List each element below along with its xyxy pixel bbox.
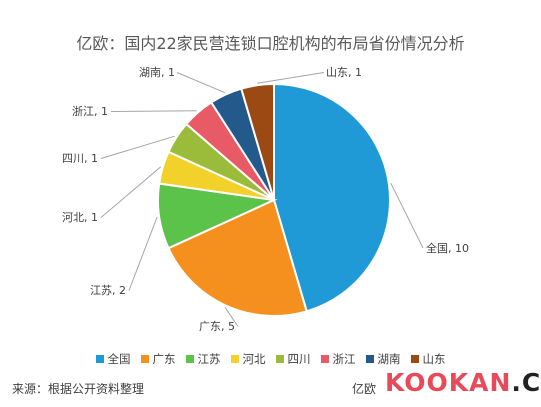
leader-line-7 <box>257 72 325 84</box>
chart-title: 亿欧：国内22家民营连锁口腔机构的布局省份情况分析 <box>76 34 465 53</box>
slice-label-6: 湖南, 1 <box>139 66 175 79</box>
slice-label-0: 全国, 10 <box>426 241 469 255</box>
legend-label: 河北 <box>242 352 266 366</box>
slice-label-5: 浙江, 1 <box>72 105 108 118</box>
watermark-main: KOOKAN <box>385 368 512 397</box>
legend-item-6: 湖南 <box>365 351 401 367</box>
legend-swatch <box>95 355 104 363</box>
legend-item-4: 四川 <box>275 351 311 367</box>
leader-line-6 <box>176 72 226 94</box>
legend-label: 浙江 <box>332 352 356 366</box>
legend-item-5: 浙江 <box>320 351 356 367</box>
watermark-suffix: .CN <box>511 368 541 397</box>
legend-item-7: 山东 <box>410 351 446 367</box>
legend-swatch <box>365 355 374 363</box>
legend-swatch <box>185 355 194 363</box>
pie-slice-7 <box>240 82 275 201</box>
legend-item-1: 广东 <box>140 351 176 367</box>
leader-line-1 <box>224 307 239 327</box>
pie-slice-1 <box>167 198 308 317</box>
leader-line-3 <box>100 166 162 218</box>
legend-swatch <box>410 355 419 363</box>
leader-line-4 <box>100 135 175 159</box>
legend-swatch <box>140 355 149 363</box>
slice-label-4: 四川, 1 <box>62 152 98 165</box>
legend-item-2: 江苏 <box>185 351 221 367</box>
leader-line-0 <box>390 182 424 249</box>
legend-item-0: 全国 <box>95 351 131 367</box>
chart-legend: 全国 广东 江苏 河北 四川 浙江 湖南 山东 <box>0 351 541 367</box>
legend-label: 湖南 <box>377 352 401 366</box>
slice-label-7: 山东, 1 <box>326 66 362 79</box>
legend-swatch <box>275 355 284 363</box>
source-note: 来源：根据公开资料整理 <box>12 382 145 396</box>
legend-label: 山东 <box>422 352 446 366</box>
pie-slice-0 <box>273 82 391 313</box>
leader-line-5 <box>110 110 197 112</box>
watermark-logo: KOOKAN.CN <box>385 368 541 397</box>
leader-line-2 <box>128 216 158 291</box>
legend-label: 江苏 <box>197 352 221 366</box>
legend-item-3: 河北 <box>230 351 266 367</box>
legend-label: 四川 <box>287 352 311 366</box>
brand-label: 亿欧 <box>352 382 377 396</box>
slice-label-3: 河北, 1 <box>62 211 98 224</box>
slice-label-2: 江苏, 2 <box>90 284 126 297</box>
legend-swatch <box>230 355 239 363</box>
slice-label-1: 广东, 5 <box>199 320 235 333</box>
legend-label: 全国 <box>107 352 131 366</box>
legend-swatch <box>320 355 329 363</box>
legend-label: 广东 <box>152 352 176 366</box>
